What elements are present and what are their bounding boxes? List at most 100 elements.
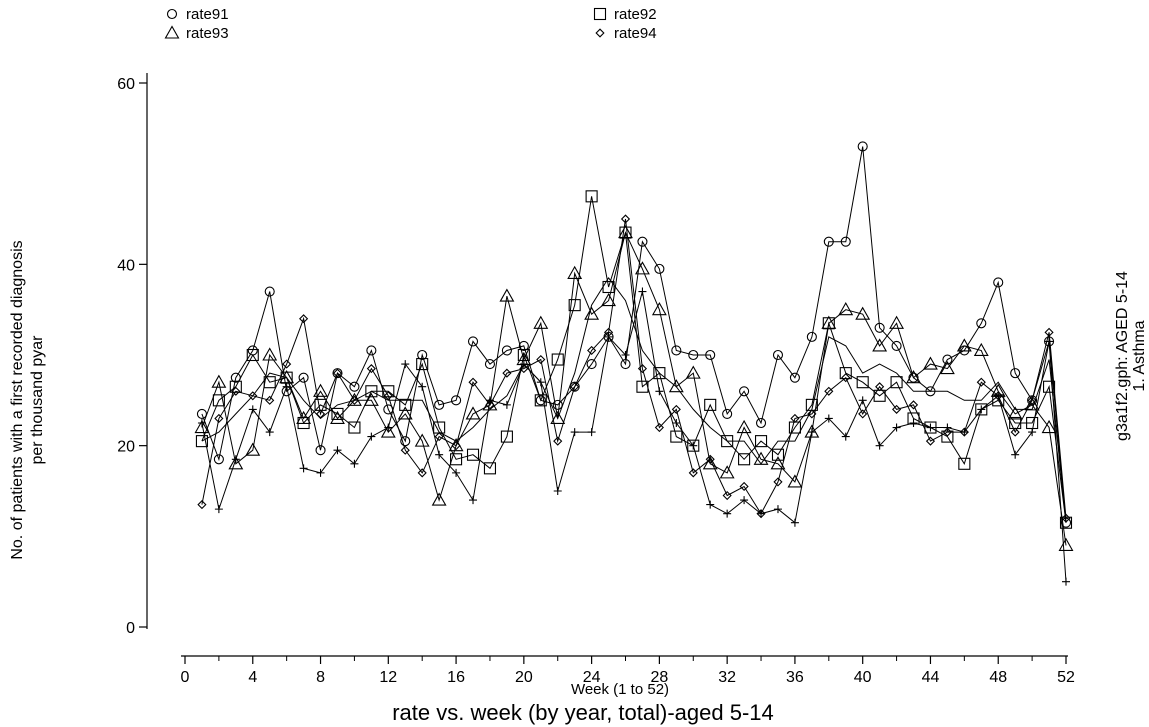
data-point: [282, 382, 291, 391]
data-point: [315, 445, 326, 456]
right-note-line-2: 1. Asthma: [1131, 320, 1148, 391]
series-rate91: [196, 141, 1072, 528]
x-tick-label: 36: [786, 669, 804, 686]
legend-item-rate94: rate94: [595, 25, 657, 42]
data-point: [689, 441, 698, 450]
legend-label: rate92: [614, 6, 657, 23]
data-point: [706, 500, 715, 509]
data-point: [789, 372, 800, 383]
legend-marker: [166, 8, 178, 20]
y-axis-label: No. of patients with a first recorded di…: [9, 240, 46, 559]
data-point: [857, 141, 868, 152]
data-point: [212, 394, 225, 407]
data-point: [533, 315, 549, 329]
data-point: [807, 409, 817, 419]
legend-item-rate93: rate93: [164, 25, 229, 42]
data-point: [738, 453, 751, 466]
data-point: [755, 417, 767, 429]
data-point: [637, 364, 648, 374]
data-point: [534, 394, 547, 407]
data-point: [501, 345, 512, 356]
data-point: [365, 385, 378, 398]
data-point: [856, 376, 869, 389]
data-point: [536, 354, 546, 365]
data-point: [333, 446, 342, 455]
data-point: [330, 410, 345, 425]
data-point: [262, 347, 278, 361]
data-point: [824, 386, 834, 396]
data-point: [585, 190, 598, 203]
data-point: [821, 315, 837, 329]
x-tick-label: 12: [379, 669, 397, 686]
data-point: [621, 351, 630, 359]
x-tick-label: 28: [650, 669, 668, 686]
data-point: [960, 428, 969, 437]
series-unlabeled-5: [201, 277, 1067, 523]
series-line: [201, 231, 1067, 546]
x-tick-label: 44: [922, 669, 940, 686]
data-point: [584, 306, 600, 320]
data-point: [451, 441, 461, 451]
data-point: [807, 428, 816, 437]
data-point: [231, 455, 240, 464]
data-point: [838, 302, 854, 316]
data-point: [823, 236, 834, 247]
data-point: [739, 386, 750, 397]
data-point: [246, 348, 259, 362]
data-point: [298, 372, 309, 383]
x-tick-label: 4: [248, 669, 257, 686]
data-point: [739, 481, 749, 492]
data-point: [315, 409, 326, 419]
data-point: [451, 395, 462, 406]
data-point: [316, 468, 325, 477]
data-point: [719, 465, 735, 479]
data-point: [975, 403, 988, 416]
data-point: [248, 405, 257, 414]
data-point: [956, 338, 972, 352]
data-point: [570, 428, 579, 437]
data-point: [465, 406, 481, 420]
data-point: [313, 383, 328, 397]
x-tick-label: 52: [1057, 669, 1075, 686]
data-point: [939, 360, 955, 375]
data-point: [349, 381, 360, 392]
data-point: [1044, 327, 1054, 337]
data-point: [213, 454, 224, 465]
data-point: [550, 410, 566, 425]
data-point: [502, 368, 512, 378]
data-point: [197, 500, 207, 510]
data-point: [1011, 450, 1020, 459]
data-point: [757, 509, 766, 518]
data-point: [890, 376, 903, 389]
data-point: [908, 400, 919, 410]
data-point: [874, 322, 885, 333]
data-point: [1043, 380, 1056, 393]
data-point: [601, 292, 617, 307]
data-point: [855, 306, 871, 320]
data-point: [1062, 577, 1070, 586]
data-point: [484, 359, 496, 370]
data-point: [773, 477, 783, 487]
legend-label: rate94: [614, 25, 657, 42]
data-point: [705, 454, 715, 464]
data-point: [790, 518, 799, 527]
legend-marker: [593, 7, 607, 21]
data-point: [263, 376, 276, 389]
data-point: [535, 395, 546, 406]
data-point: [958, 457, 971, 470]
data-point: [485, 400, 495, 410]
x-tick-label: 24: [583, 669, 601, 686]
data-point: [618, 224, 633, 239]
data-point: [468, 377, 478, 387]
data-point: [875, 382, 885, 392]
data-point: [194, 419, 210, 434]
series-line: [201, 146, 1067, 523]
data-point: [567, 265, 583, 279]
data-point: [770, 456, 786, 470]
data-point: [824, 414, 833, 423]
data-point: [366, 364, 376, 374]
y-tick-label: 20: [117, 439, 135, 456]
data-point: [380, 424, 396, 438]
data-point: [976, 377, 986, 387]
